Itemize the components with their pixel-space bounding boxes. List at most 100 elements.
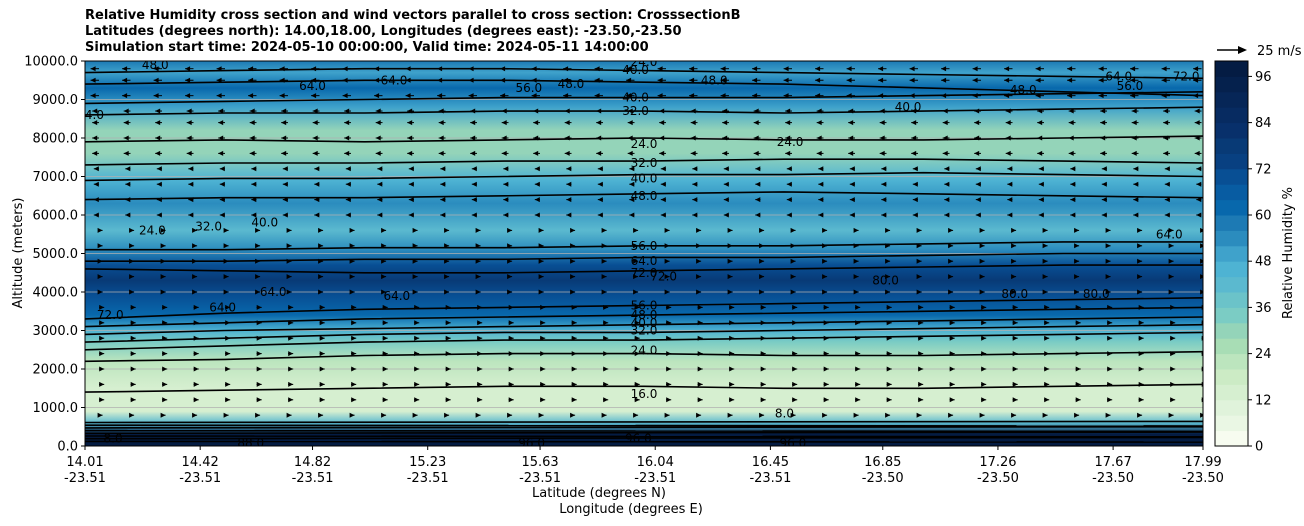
wind-vector-head [130, 304, 136, 310]
wind-vector-head [909, 66, 915, 72]
wind-vector-head [255, 258, 261, 264]
wind-vector-head [186, 150, 192, 156]
wind-vector-head [629, 197, 635, 203]
wind-vector-head [697, 335, 703, 341]
x-axis-label-latitude: Latitude (degrees N) [532, 486, 666, 501]
wind-vector-head [948, 289, 954, 295]
wind-vector-head [508, 304, 514, 310]
wind-vector-head [318, 227, 324, 233]
wind-vector-head [286, 274, 292, 280]
wind-vector-head [729, 351, 735, 357]
wind-vector-head [634, 351, 640, 357]
wind-vector-head [192, 258, 198, 264]
wind-vector-head [786, 181, 792, 187]
wind-vector-head [846, 66, 852, 72]
wind-vector-head [219, 212, 225, 218]
boundary-contour-line [85, 420, 1203, 424]
wind-vector-head [881, 166, 887, 172]
colorbar-swatch [1215, 153, 1248, 170]
x-tick-label-lon: -23.50 [977, 471, 1019, 486]
wind-vector-head [753, 108, 759, 114]
wind-vector-head [974, 150, 980, 156]
contour-label: 48.0 [631, 189, 658, 203]
wind-vector-head [193, 381, 199, 387]
wind-vector-head [1037, 150, 1043, 156]
wind-vector-head [507, 243, 513, 249]
wind-vector-head [153, 66, 159, 72]
wind-vector-head [1075, 351, 1081, 357]
wind-vector-head [666, 351, 672, 357]
wind-vector-head [659, 120, 665, 126]
wind-vector-head [722, 150, 728, 156]
wind-vector-head [407, 120, 413, 126]
colorbar-tick-label: 12 [1255, 393, 1272, 408]
wind-vector-head [1107, 366, 1113, 372]
wind-vector-head [1075, 366, 1081, 372]
wind-vector-head [374, 77, 380, 83]
wind-vector-head [723, 181, 729, 187]
wind-vector-head [596, 150, 602, 156]
wind-vector-head [1067, 66, 1073, 72]
wind-vector-head [1200, 258, 1203, 264]
wind-vector-head [1130, 77, 1136, 83]
x-tick-label-lat: 15.63 [521, 455, 558, 470]
wind-vector-head [408, 181, 414, 187]
wind-vector-head [92, 120, 98, 126]
wind-vector-head [759, 412, 765, 418]
wind-vector-head [1038, 197, 1044, 203]
wind-vector-head [90, 77, 96, 83]
contour-line-40 [85, 171, 1203, 182]
x-tick-label-lon: -23.50 [1092, 471, 1134, 486]
wind-vector-head [760, 335, 766, 341]
wind-vector-head [125, 181, 131, 187]
wind-vector-head [314, 197, 320, 203]
wind-vector-head [633, 274, 639, 280]
wind-vector-head [979, 227, 985, 233]
wind-vector-head [909, 93, 915, 99]
y-axis-ticks: 0.0 1000.0 2000.0 3000.0 4000.0 5000.0 6000.0 7… [24, 55, 85, 455]
wind-vector-head [755, 197, 761, 203]
wind-vector-head [256, 366, 262, 372]
wind-vector-head [223, 289, 229, 295]
contour-label: 24.0 [631, 55, 658, 69]
colorbar-swatch [1215, 199, 1248, 216]
wind-vector-head [282, 197, 288, 203]
wind-vector-head [1075, 381, 1081, 387]
wind-vector-head [846, 77, 852, 83]
wind-vector-head [597, 166, 603, 172]
wind-vector-head [786, 197, 792, 203]
wind-vector-head [848, 150, 854, 156]
wind-vector-head [349, 274, 355, 280]
wind-vector-head [1194, 108, 1200, 114]
wind-vector-head [192, 227, 198, 233]
wind-vector-head [603, 381, 609, 387]
wind-vector-head [785, 120, 791, 126]
wind-vector-head [948, 258, 954, 264]
humidity-contours [85, 67, 1203, 443]
wind-vector-head [722, 108, 728, 114]
wind-vector-head [1138, 351, 1144, 357]
contour-label: 40.0 [631, 316, 658, 330]
wind-vector-head [468, 66, 474, 72]
wind-vector-head [540, 304, 546, 310]
wind-vector-head [1105, 227, 1111, 233]
y-tick-label: 8000.0 [33, 132, 79, 147]
wind-vector-head [1138, 320, 1144, 326]
wind-vector-head [314, 181, 320, 187]
wind-vector-head [160, 412, 166, 418]
wind-vector-head [188, 181, 194, 187]
wind-vector-head [1007, 166, 1013, 172]
contour-line-16 [85, 383, 1203, 393]
wind-vector-head [816, 108, 822, 114]
wind-vector-head [690, 135, 696, 141]
wind-vector-head [601, 289, 607, 295]
wind-vector-head [1038, 166, 1044, 172]
contour-label: 24.0 [77, 108, 104, 122]
wind-vector-head [192, 274, 198, 280]
wind-vector-head [312, 150, 318, 156]
wind-vector-head [281, 150, 287, 156]
wind-vector-head [251, 166, 257, 172]
wind-vector-head [1131, 135, 1137, 141]
y-axis-label: Altitude (meters) [11, 198, 26, 309]
wind-vector-head [99, 366, 105, 372]
